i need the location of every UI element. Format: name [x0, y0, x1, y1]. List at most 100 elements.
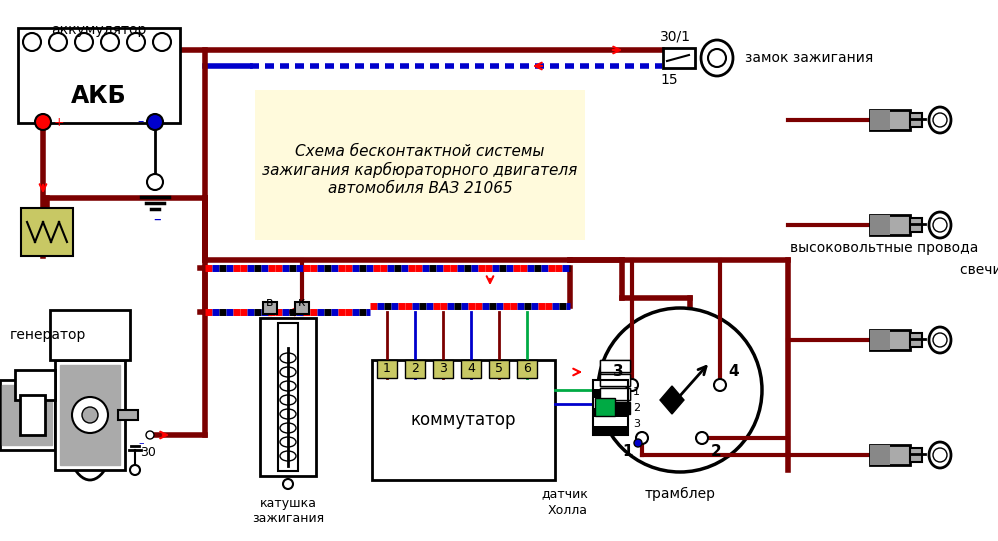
Text: 1: 1 — [623, 445, 634, 459]
Text: 15: 15 — [660, 73, 678, 87]
Circle shape — [696, 432, 708, 444]
Text: 2: 2 — [711, 445, 722, 459]
Bar — [593, 417, 628, 426]
Bar — [593, 380, 628, 435]
Bar — [0, 380, 55, 450]
Text: 3: 3 — [633, 419, 640, 429]
Text: трамблер: трамблер — [645, 487, 716, 501]
Bar — [600, 402, 630, 414]
Bar — [20, 395, 45, 435]
Bar — [870, 110, 910, 130]
Text: +: + — [54, 115, 65, 129]
Bar — [21, 208, 73, 256]
Circle shape — [283, 479, 293, 489]
Bar — [870, 445, 910, 465]
Bar — [2, 385, 52, 445]
Text: замок зажигания: замок зажигания — [745, 51, 873, 65]
Bar — [910, 113, 922, 127]
Bar — [517, 360, 537, 378]
Bar — [870, 215, 910, 235]
Text: –: – — [153, 212, 161, 227]
Bar — [55, 360, 125, 470]
Bar — [278, 323, 298, 471]
Circle shape — [72, 397, 108, 433]
Text: –: – — [138, 438, 144, 448]
Text: генератор: генератор — [10, 328, 87, 342]
Circle shape — [35, 114, 51, 130]
Bar — [910, 448, 922, 462]
Bar — [910, 218, 922, 232]
Text: 4: 4 — [729, 364, 740, 379]
Circle shape — [75, 33, 93, 51]
Text: к: к — [298, 295, 305, 308]
Text: 3: 3 — [439, 362, 447, 375]
Text: в: в — [266, 295, 273, 308]
Ellipse shape — [929, 327, 951, 353]
Circle shape — [933, 218, 947, 232]
Bar — [870, 445, 890, 465]
Bar — [405, 360, 425, 378]
Bar — [593, 398, 628, 407]
Bar — [18, 28, 180, 123]
Text: датчик: датчик — [541, 487, 588, 500]
Bar — [600, 388, 630, 400]
Circle shape — [153, 33, 171, 51]
Bar — [870, 110, 890, 130]
Circle shape — [636, 432, 648, 444]
Text: 5: 5 — [495, 362, 503, 375]
Circle shape — [146, 431, 154, 439]
Circle shape — [933, 113, 947, 127]
Text: зажигания: зажигания — [251, 512, 324, 525]
Bar — [910, 333, 922, 347]
Circle shape — [82, 407, 98, 423]
Bar — [600, 374, 630, 386]
Text: Схема бесконтактной системы
зажигания карбюраторного двигателя
автомобиля ВАЗ 21: Схема бесконтактной системы зажигания ка… — [262, 144, 578, 196]
Bar — [295, 302, 309, 314]
Circle shape — [933, 448, 947, 462]
Bar — [50, 310, 130, 360]
Bar — [600, 360, 630, 372]
Ellipse shape — [929, 107, 951, 133]
Bar — [593, 407, 628, 417]
Bar — [489, 360, 509, 378]
Bar — [600, 360, 630, 372]
Ellipse shape — [701, 40, 733, 76]
Bar — [263, 302, 277, 314]
Bar — [433, 360, 453, 378]
Bar — [377, 360, 397, 378]
Circle shape — [101, 33, 119, 51]
Polygon shape — [660, 386, 684, 414]
Circle shape — [147, 174, 163, 190]
Circle shape — [127, 33, 145, 51]
Text: свечи зажигания: свечи зажигания — [960, 263, 998, 277]
Text: 6: 6 — [523, 362, 531, 375]
Circle shape — [714, 379, 726, 391]
Text: 30/1: 30/1 — [660, 30, 691, 44]
Circle shape — [933, 333, 947, 347]
Text: –: – — [138, 115, 144, 129]
Text: 30: 30 — [140, 446, 156, 459]
Text: 2: 2 — [411, 362, 419, 375]
Bar — [372, 360, 555, 480]
Text: аккумулятор: аккумулятор — [51, 23, 147, 37]
Bar — [593, 389, 628, 398]
Text: АКБ: АКБ — [71, 84, 127, 108]
Bar — [600, 374, 630, 386]
Circle shape — [634, 439, 642, 447]
Circle shape — [147, 114, 163, 130]
Bar — [461, 360, 481, 378]
Ellipse shape — [929, 212, 951, 238]
Bar — [593, 426, 628, 435]
Bar — [870, 330, 910, 350]
Text: 4: 4 — [467, 362, 475, 375]
Circle shape — [626, 379, 638, 391]
Circle shape — [23, 33, 41, 51]
Circle shape — [130, 465, 140, 475]
Bar — [255, 90, 585, 240]
Text: катушка: катушка — [259, 498, 316, 511]
Circle shape — [708, 49, 726, 67]
Text: коммутатор: коммутатор — [411, 411, 516, 429]
Text: 3: 3 — [613, 364, 624, 379]
Bar — [593, 380, 628, 389]
Bar — [60, 365, 120, 465]
